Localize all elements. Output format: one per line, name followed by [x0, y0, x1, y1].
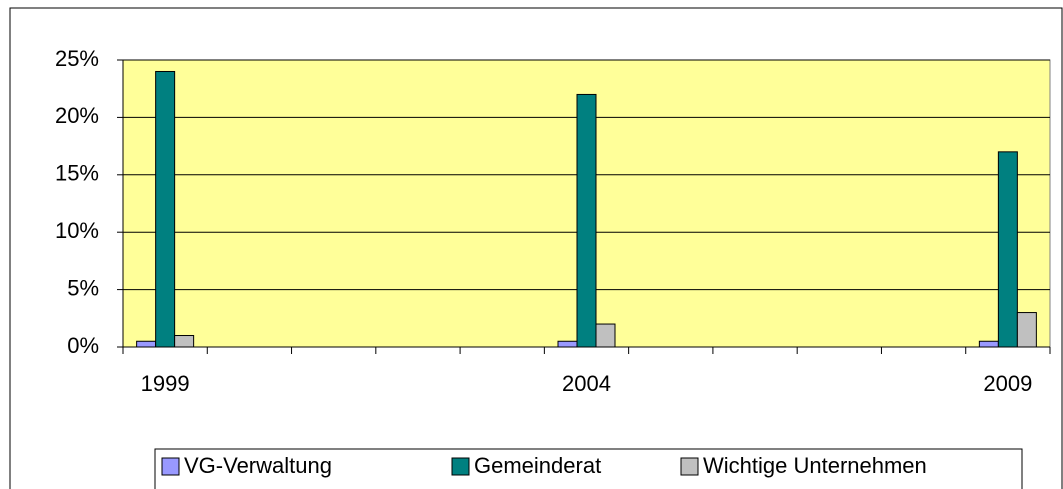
x-tick-label: 2009 — [983, 371, 1032, 396]
bar — [576, 93, 597, 348]
bar — [174, 335, 195, 348]
x-tick-label: 1999 — [141, 371, 190, 396]
legend-swatch — [680, 457, 699, 476]
legend-swatch — [451, 457, 470, 476]
bar — [1016, 312, 1037, 348]
y-tick-label: 20% — [55, 103, 99, 128]
bar — [997, 151, 1018, 348]
y-tick-label: 25% — [55, 46, 99, 71]
bar — [595, 323, 616, 348]
bar — [978, 340, 999, 348]
legend-label: Wichtige Unternehmen — [703, 453, 927, 478]
bar — [155, 70, 176, 348]
y-tick-label: 10% — [55, 218, 99, 243]
y-tick-label: 0% — [67, 333, 99, 358]
y-tick-label: 15% — [55, 161, 99, 186]
legend-label: Gemeinderat — [474, 453, 601, 478]
legend-swatch — [161, 457, 180, 476]
legend-box — [154, 448, 1023, 489]
bar — [557, 340, 578, 348]
bar — [136, 340, 157, 348]
x-tick-label: 2004 — [562, 371, 611, 396]
legend-label: VG-Verwaltung — [184, 453, 332, 478]
y-tick-label: 5% — [67, 275, 99, 300]
